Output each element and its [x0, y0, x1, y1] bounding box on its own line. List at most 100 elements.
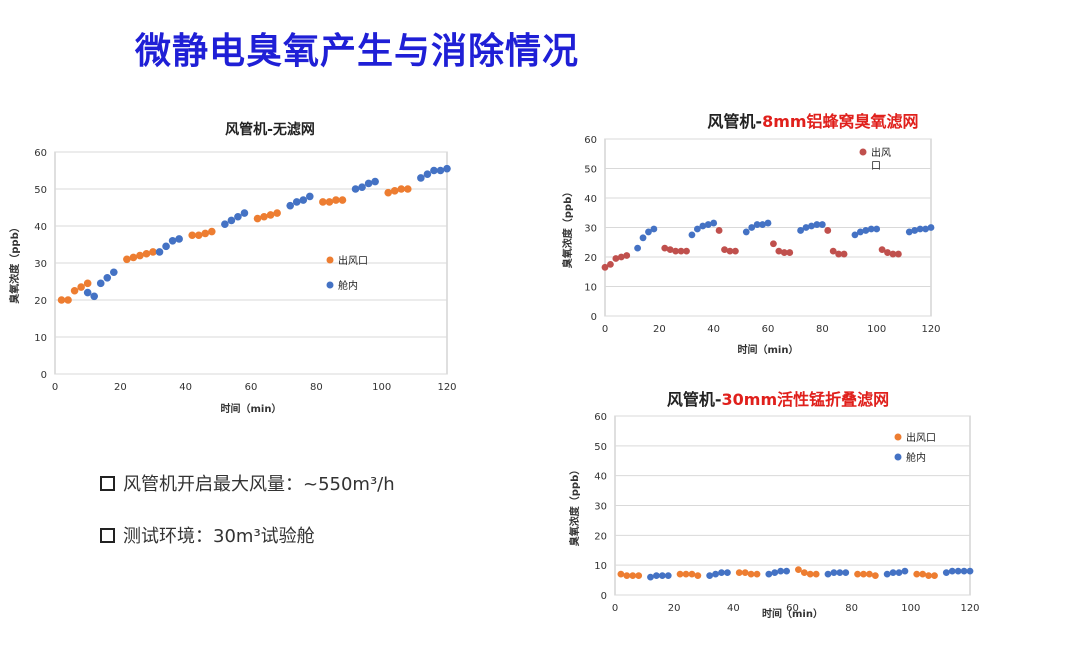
x-tick-label: 0 [612, 603, 618, 614]
data-point [824, 570, 832, 578]
y-tick-label: 60 [34, 148, 47, 159]
data-point [635, 572, 643, 580]
data-point [57, 296, 66, 304]
data-point [136, 251, 144, 260]
chart-no-filter: 0 10 20 30 40 50 60 0 20 40 60 80 100 120 风管机-无滤网 时间（mi… [0, 112, 475, 422]
y-tick-label: 20 [594, 531, 607, 542]
data-point [895, 250, 902, 258]
legend-marker [326, 256, 334, 264]
data-point [889, 569, 897, 577]
data-point [634, 244, 641, 252]
y-tick-label: 10 [34, 333, 47, 344]
chart-svg: 0 10 20 30 40 50 60 0 20 40 60 80 100 120 风管机-无滤网时间（mi… [8, 121, 457, 415]
chart-svg: 0 10 20 30 40 50 60 0 20 40 60 80 100 120 风管机-30mm活性锰折… [568, 390, 980, 620]
chart-title: 风管机-无滤网 [225, 121, 315, 138]
data-point [715, 227, 723, 234]
y-axis-label: 臭氧浓度（ppb） [568, 465, 581, 546]
checkbox-icon [100, 527, 115, 543]
y-tick-label: 30 [594, 502, 607, 513]
x-tick-label: 100 [867, 324, 886, 335]
bullet-text: 测试环境：30m³试验舱 [123, 526, 315, 547]
data-point [292, 198, 301, 206]
data-point [286, 201, 295, 210]
data-point [764, 219, 772, 227]
x-tick-label: 20 [653, 324, 666, 335]
x-axis-label: 时间（min） [738, 343, 799, 356]
data-point [759, 221, 766, 228]
data-point [70, 286, 79, 295]
chart-8mm-filter: 0 10 20 30 40 50 60 0 20 40 60 80 100 120 风管机-8mm铝蜂窝臭氧… [555, 105, 955, 360]
data-point [783, 567, 790, 575]
y-tick-label: 40 [584, 194, 597, 205]
y-tick-label: 60 [594, 412, 607, 423]
data-point [221, 220, 229, 228]
data-point [417, 174, 425, 182]
data-point [854, 570, 861, 578]
x-tick-label: 120 [921, 324, 940, 335]
data-point [830, 569, 838, 577]
data-point [299, 196, 308, 204]
data-point [623, 252, 631, 259]
data-point [862, 227, 870, 234]
data-point [423, 170, 432, 178]
y-axis-label: 臭氧浓度（ppb） [561, 187, 574, 268]
x-tick-label: 0 [52, 382, 58, 393]
y-tick-label: 0 [41, 370, 47, 381]
data-point [629, 572, 637, 580]
chart-title-highlight: 8mm铝蜂窝臭氧滤网 [762, 112, 918, 131]
x-tick-label: 40 [707, 324, 720, 335]
x-tick-label: 20 [668, 603, 681, 614]
data-point [443, 164, 451, 173]
data-point [706, 572, 714, 580]
x-tick-label: 120 [960, 603, 979, 614]
data-point [607, 260, 614, 268]
data-point [653, 572, 660, 580]
data-point [966, 567, 974, 575]
data-point [253, 214, 262, 223]
y-tick-label: 20 [34, 296, 47, 307]
data-point [925, 572, 932, 580]
data-point [851, 231, 859, 239]
data-point [688, 570, 696, 578]
data-point [430, 166, 438, 175]
page-title: 微静电臭氧产生与消除情况 [135, 31, 580, 72]
data-point [194, 231, 203, 240]
y-axis-label: 臭氧浓度（ppb） [8, 222, 21, 303]
x-tick-label: 20 [114, 382, 127, 393]
bullet-item: 风管机开启最大风量：~550m³/h [100, 470, 395, 496]
y-tick-label: 50 [34, 185, 47, 196]
data-point [747, 570, 755, 578]
data-point [856, 228, 864, 236]
legend-label: 出风 [871, 146, 891, 159]
data-point [718, 569, 725, 577]
data-point [867, 225, 875, 233]
data-point [123, 255, 131, 264]
bullet-text: 风管机开启最大风量：~550m³/h [123, 474, 395, 495]
data-point [824, 227, 832, 234]
y-tick-label: 30 [584, 224, 597, 235]
data-point [777, 567, 785, 575]
y-tick-label: 60 [584, 135, 597, 146]
data-point [338, 196, 347, 204]
data-point [404, 185, 412, 193]
data-point [319, 198, 327, 206]
data-point [617, 570, 625, 578]
data-point [682, 570, 690, 578]
data-point [954, 567, 962, 575]
x-tick-label: 80 [816, 324, 829, 335]
data-point [911, 227, 919, 234]
data-point [664, 572, 672, 580]
data-point [889, 250, 897, 258]
data-point [693, 225, 701, 233]
data-point [658, 572, 666, 580]
data-point [927, 224, 935, 231]
data-point [661, 244, 669, 252]
data-point [721, 246, 728, 254]
data-point [742, 228, 750, 236]
y-tick-label: 20 [584, 253, 597, 264]
data-point [942, 569, 950, 577]
data-point [919, 570, 927, 578]
data-point [155, 248, 164, 256]
data-point [753, 570, 761, 578]
data-point [83, 279, 92, 288]
